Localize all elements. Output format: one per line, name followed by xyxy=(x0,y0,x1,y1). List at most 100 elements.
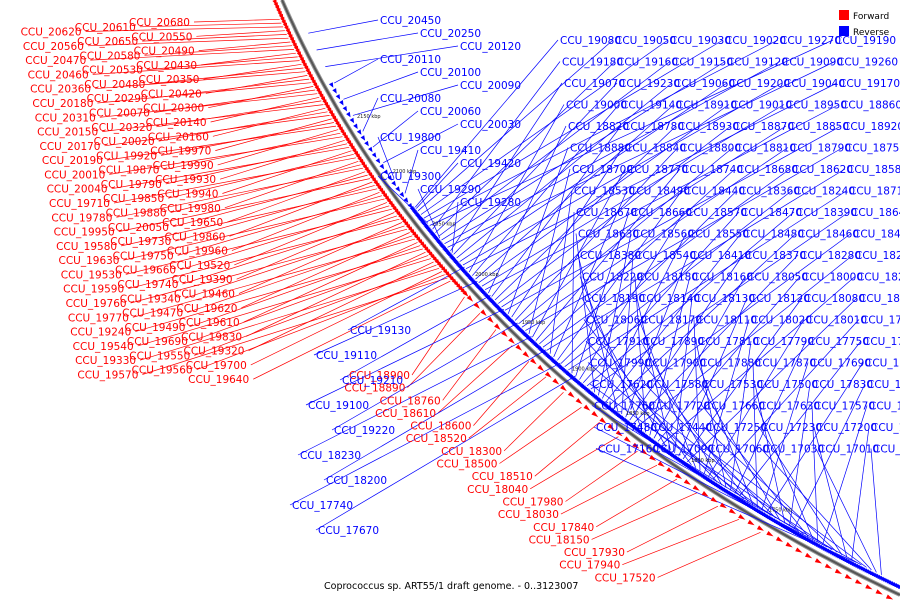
reverse-gene-label: CCU_18580 xyxy=(847,164,900,176)
reverse-gene-connector xyxy=(579,276,643,430)
scale-label: 2100 kbp xyxy=(393,169,417,175)
forward-gene-label: CCU_19930 xyxy=(155,174,216,186)
forward-feature xyxy=(537,364,545,372)
reverse-feature xyxy=(897,584,900,589)
reverse-gene-label: CCU_19170 xyxy=(839,78,900,90)
forward-gene-label: CCU_20320 xyxy=(91,122,152,134)
forward-feature xyxy=(560,384,567,392)
forward-gene-label: CCU_20290 xyxy=(87,93,148,105)
forward-gene-connector xyxy=(227,171,366,223)
reverse-gene-connector xyxy=(372,110,419,148)
forward-gene-connector xyxy=(128,218,400,290)
forward-gene-label: CCU_18150 xyxy=(529,534,590,546)
forward-feature xyxy=(756,525,764,531)
reverse-gene-label: CCU_17030 xyxy=(763,444,824,456)
reverse-gene-connector xyxy=(447,61,836,248)
reverse-gene-label: CCU_17620 xyxy=(592,379,653,391)
reverse-feature xyxy=(360,135,366,141)
reverse-gene-label: CCU_18070 xyxy=(859,293,900,305)
reverse-gene-label: CCU_17250 xyxy=(706,422,767,434)
forward-gene-connector xyxy=(229,181,373,237)
scale-label: 2150 kbp xyxy=(357,114,381,120)
reverse-gene-connector xyxy=(583,319,692,466)
reverse-gene-label: CCU_19260 xyxy=(837,57,898,69)
reverse-gene-connector xyxy=(682,297,803,460)
reverse-gene-label: CCU_18380 xyxy=(580,250,641,262)
reverse-feature xyxy=(356,129,362,135)
scale-label: 1950 kbp xyxy=(522,320,546,326)
reverse-gene-connector xyxy=(404,149,419,194)
forward-gene-connector xyxy=(473,361,530,426)
reverse-gene-label: CCU_18240 xyxy=(794,186,855,198)
forward-gene-label: CCU_19750 xyxy=(113,250,174,262)
reverse-gene-connector xyxy=(609,233,797,406)
forward-gene-connector xyxy=(149,67,304,85)
forward-feature xyxy=(692,485,700,491)
forward-gene-connector xyxy=(596,478,678,528)
forward-feature xyxy=(666,467,674,473)
forward-feature xyxy=(640,448,648,455)
reverse-feature xyxy=(342,106,347,112)
forward-gene-connector xyxy=(565,450,638,502)
reverse-feature xyxy=(328,82,334,88)
forward-feature xyxy=(632,442,640,449)
reverse-gene-label: CCU_18460 xyxy=(798,229,859,241)
forward-gene-label: CCU_18500 xyxy=(436,459,497,471)
reverse-gene-connector xyxy=(491,125,622,297)
forward-gene-connector xyxy=(97,82,312,104)
forward-gene-label: CCU_20020 xyxy=(94,136,155,148)
legend-forward-swatch xyxy=(839,10,849,20)
reverse-gene-label: CCU_20110 xyxy=(380,54,441,66)
forward-gene-label: CCU_19870 xyxy=(98,165,159,177)
reverse-gene-label: CCU_20030 xyxy=(460,119,521,131)
forward-feature xyxy=(805,552,813,559)
reverse-gene-connector xyxy=(453,82,618,255)
reverse-gene-connector xyxy=(289,362,561,506)
forward-gene-label: CCU_20160 xyxy=(148,131,209,143)
forward-gene-connector xyxy=(201,52,296,66)
reverse-gene-connector xyxy=(450,82,563,252)
reverse-gene-connector xyxy=(511,147,624,318)
reverse-gene-connector xyxy=(703,319,750,474)
reverse-gene-connector xyxy=(313,280,478,356)
forward-gene-connector xyxy=(468,376,547,439)
forward-gene-connector xyxy=(139,267,440,361)
reverse-gene-label: CCU_17580 xyxy=(647,379,708,391)
forward-feature xyxy=(766,531,774,537)
forward-gene-connector xyxy=(189,245,421,328)
forward-gene-connector xyxy=(135,248,423,332)
reverse-gene-label: CCU_18130 xyxy=(694,293,755,305)
reverse-gene-label: CCU_19200 xyxy=(729,78,790,90)
forward-gene-label: CCU_20180 xyxy=(32,98,93,110)
forward-gene-connector xyxy=(139,22,282,28)
reverse-gene-label: CCU_18920 xyxy=(843,121,900,133)
forward-feature xyxy=(466,295,474,302)
forward-gene-label: CCU_18510 xyxy=(472,471,533,483)
forward-gene-connector xyxy=(92,60,300,75)
reverse-gene-connector xyxy=(362,97,379,132)
forward-gene-connector xyxy=(193,18,280,23)
reverse-feature xyxy=(407,203,413,209)
reverse-gene-label: CCU_18870 xyxy=(733,121,794,133)
forward-feature xyxy=(480,309,487,316)
reverse-feature xyxy=(332,88,337,94)
forward-gene-label: CCU_20420 xyxy=(141,88,202,100)
forward-gene-label: CCU_19740 xyxy=(117,279,178,291)
forward-gene-label: CCU_19920 xyxy=(96,150,157,162)
forward-gene-connector xyxy=(111,146,350,190)
forward-gene-connector xyxy=(194,264,437,356)
forward-gene-connector xyxy=(158,111,328,142)
forward-gene-connector xyxy=(142,34,287,42)
reverse-gene-connector xyxy=(754,383,786,524)
reverse-gene-label: CCU_19110 xyxy=(316,350,377,362)
reverse-gene-connector xyxy=(468,104,565,273)
forward-gene-label: CCU_19580 xyxy=(56,241,117,253)
forward-gene-label: CCU_19960 xyxy=(167,246,228,258)
forward-gene-label: CCU_19660 xyxy=(115,265,176,277)
reverse-gene-label: CCU_17570 xyxy=(814,401,875,413)
reverse-gene-label: CCU_19420 xyxy=(460,158,521,170)
forward-gene-connector xyxy=(87,37,289,47)
forward-gene-label: CCU_18300 xyxy=(441,446,502,458)
forward-feature xyxy=(719,502,727,509)
reverse-gene-label: CCU_18850 xyxy=(788,121,849,133)
